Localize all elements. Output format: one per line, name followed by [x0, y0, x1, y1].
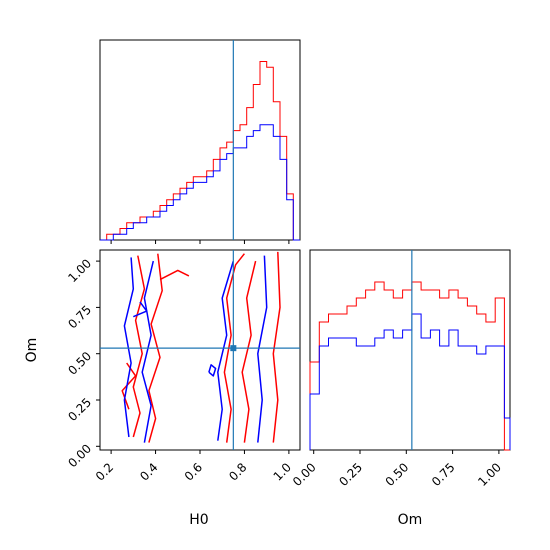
contour-line [141, 260, 155, 443]
contour-line [133, 301, 148, 318]
contour-line [257, 255, 268, 443]
contour-line [148, 253, 163, 443]
h0-hist-series-red [100, 61, 300, 241]
joint-x-ticks: 0.2 0.4 0.6 0.8 1.0 [93, 450, 294, 484]
x-tick-label: 0.75 [429, 460, 458, 489]
contour-line [217, 260, 235, 441]
y-axis-title-om: Om [24, 338, 40, 363]
y-tick-label: 0.75 [65, 303, 94, 332]
h0-hist-ticks [110, 240, 290, 244]
y-tick-label: 0.00 [65, 442, 94, 471]
contour-line [121, 362, 137, 410]
contour-line [159, 269, 190, 281]
panel-om-hist-frame [309, 249, 511, 451]
panel-joint-frame [99, 249, 301, 451]
x-tick-label: 0.6 [182, 460, 205, 483]
contour-line [123, 257, 135, 438]
panel-h0-hist [99, 39, 301, 244]
x-tick-label: 0.4 [137, 460, 160, 483]
contour-line [132, 255, 146, 438]
joint-contours [121, 251, 281, 443]
panel-h0-hist-frame [99, 39, 301, 241]
panel-joint: 0.2 0.4 0.6 0.8 1.0 0.000.250.500.751.00 H0 … [24, 249, 301, 528]
y-tick-label: 0.25 [65, 395, 94, 424]
x-tick-label: 0.25 [336, 460, 365, 489]
x-axis-title-om: Om [398, 512, 423, 528]
y-tick-label: 0.50 [65, 349, 94, 378]
joint-truth-marker [230, 345, 237, 352]
x-axis-title-h0: H0 [189, 512, 208, 528]
y-tick-label: 1.00 [65, 256, 94, 285]
panel-om-hist: 0.00 0.25 0.50 0.75 1.00 Om [290, 249, 511, 528]
contour-line [223, 253, 245, 443]
x-tick-label: 0.2 [93, 460, 116, 483]
om-hist-ticks: 0.00 0.25 0.50 0.75 1.00 [290, 450, 504, 489]
contour-line [241, 260, 257, 443]
x-tick-label: 0.8 [226, 460, 249, 483]
h0-hist-series [100, 61, 300, 241]
joint-y-ticks: 0.00 0.25 0.50 0.75 1.00 [65, 256, 100, 470]
h0-hist-series-blue [100, 124, 300, 241]
x-tick-label: 0.50 [383, 460, 412, 489]
contour-line [272, 251, 281, 443]
x-tick-label: 0.00 [290, 460, 319, 489]
contour-line [208, 364, 217, 377]
x-tick-label: 1.00 [475, 460, 504, 489]
